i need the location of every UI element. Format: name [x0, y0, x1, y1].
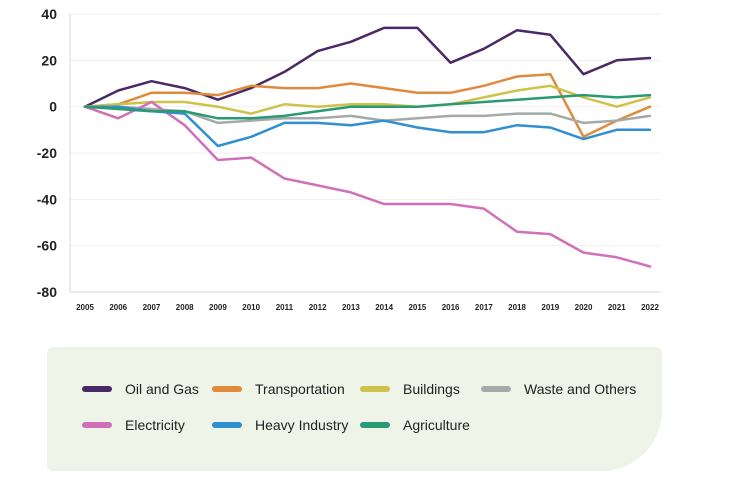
legend-swatch-heavy-industry	[212, 422, 242, 428]
legend-item-transportation: Transportation	[212, 381, 345, 397]
series-line-oil-and-gas	[83, 26, 652, 108]
legend-label: Heavy Industry	[255, 417, 349, 433]
x-tick-label: 2012	[309, 303, 327, 312]
legend-label: Waste and Others	[524, 381, 637, 397]
x-tick-label: 2007	[143, 303, 161, 312]
legend-item-oil-and-gas: Oil and Gas	[82, 381, 199, 397]
x-tick-label: 2010	[242, 303, 260, 312]
x-tick-label: 2015	[408, 303, 426, 312]
series-line-electricity	[83, 100, 652, 268]
x-tick-label: 2020	[575, 303, 593, 312]
x-tick-label: 2005	[76, 303, 94, 312]
y-tick-label: 0	[49, 99, 57, 115]
legend-item-waste-and-others: Waste and Others	[481, 381, 636, 397]
legend-label: Transportation	[255, 381, 345, 397]
legend-label: Agriculture	[403, 417, 470, 433]
x-tick-label: 2014	[375, 303, 393, 312]
x-tick-label: 2009	[209, 303, 227, 312]
y-tick-label: -60	[37, 238, 57, 254]
x-tick-label: 2017	[475, 303, 493, 312]
series-line-transportation	[83, 72, 652, 139]
legend-item-electricity: Electricity	[82, 417, 185, 433]
gridlines	[69, 13, 661, 293]
x-tick-label: 2018	[508, 303, 526, 312]
x-axis-ticks: 2005 2006 2007 2008 2009 2010 2011 2012 2013 2014…	[76, 303, 659, 312]
legend-label: Buildings	[403, 381, 460, 397]
x-tick-label: 2006	[109, 303, 127, 312]
legend-item-heavy-industry: Heavy Industry	[212, 417, 348, 433]
y-tick-label: -80	[37, 284, 57, 300]
x-tick-label: 2019	[541, 303, 559, 312]
series-line-buildings	[83, 84, 652, 115]
legend-item-buildings: Buildings	[360, 381, 460, 397]
legend-label: Oil and Gas	[125, 381, 199, 397]
y-tick-label: -40	[37, 191, 57, 207]
legend-swatch-electricity	[82, 422, 112, 428]
y-axis-ticks: 40 20 0 -20 -40 -60 -80	[37, 6, 57, 300]
legend-item-agriculture: Agriculture	[360, 417, 470, 433]
x-tick-label: 2016	[442, 303, 460, 312]
legend-swatch-agriculture	[360, 422, 390, 428]
series-line-heavy-industry	[83, 105, 652, 148]
x-tick-label: 2013	[342, 303, 360, 312]
legend-swatch-buildings	[360, 386, 390, 392]
x-tick-label: 2022	[641, 303, 659, 312]
y-tick-label: 40	[41, 6, 57, 22]
legend-swatch-oil-and-gas	[82, 386, 112, 392]
y-tick-label: -20	[37, 145, 57, 161]
x-tick-label: 2021	[608, 303, 626, 312]
legend: Oil and Gas Transportation Buildings Was…	[47, 347, 662, 471]
series-lines	[83, 26, 652, 268]
legend-swatch-transportation	[212, 386, 242, 392]
legend-label: Electricity	[125, 417, 185, 433]
legend-swatch-waste-and-others	[481, 386, 511, 392]
x-tick-label: 2011	[276, 303, 294, 312]
y-tick-label: 20	[41, 52, 57, 68]
x-tick-label: 2008	[176, 303, 194, 312]
series-line-agriculture	[83, 93, 652, 120]
